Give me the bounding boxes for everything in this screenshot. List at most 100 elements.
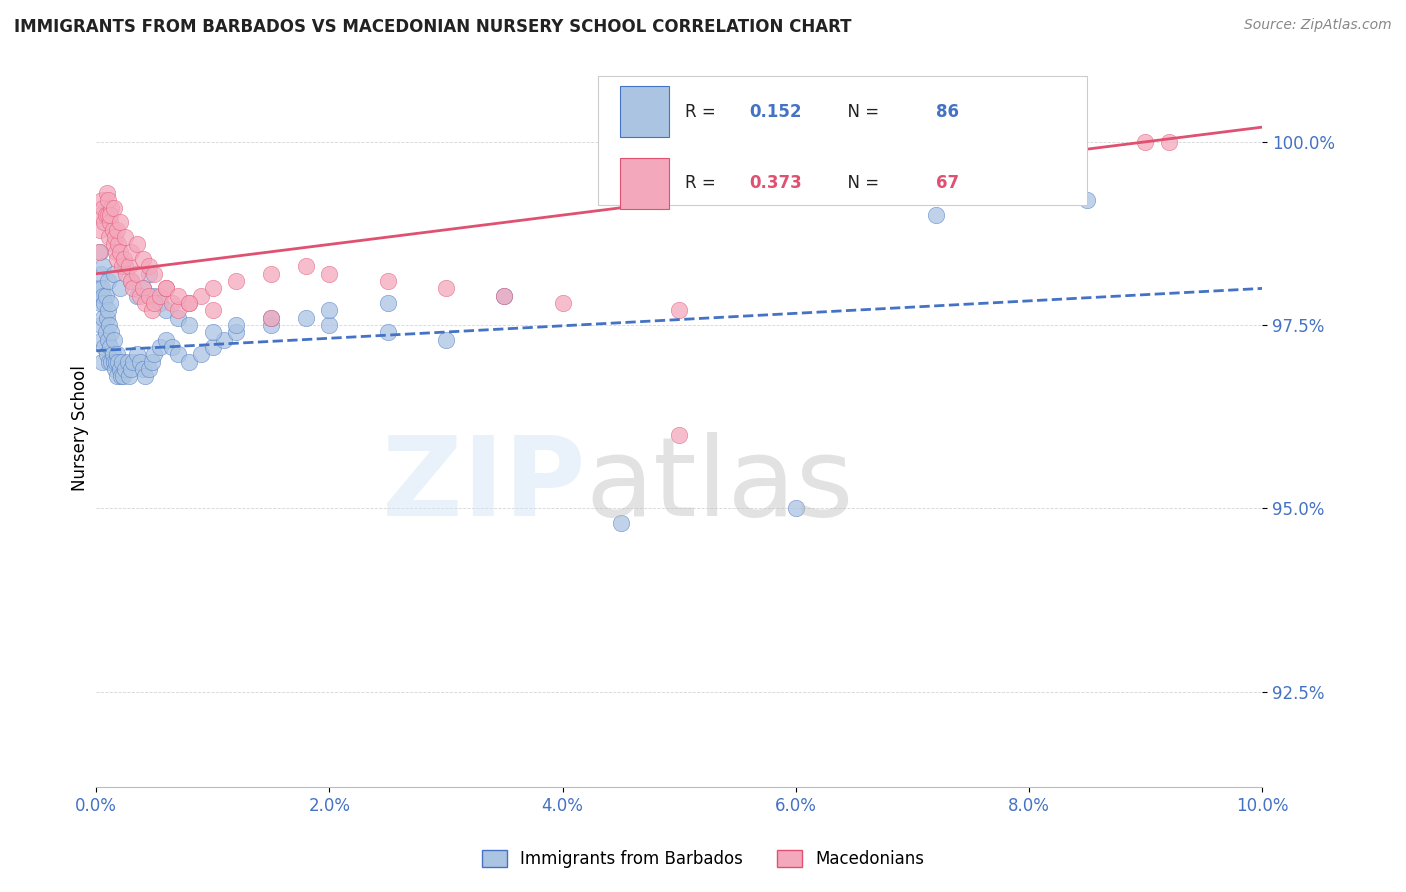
Point	[155, 281, 177, 295]
Point	[94, 326, 117, 340]
Point	[103, 201, 125, 215]
Point	[110, 369, 132, 384]
Point	[494, 289, 516, 303]
Point	[97, 303, 120, 318]
Text: Source: ZipAtlas.com: Source: ZipAtlas.com	[1244, 18, 1392, 32]
Point	[100, 326, 122, 340]
Point	[100, 355, 122, 369]
Point	[118, 369, 141, 384]
Point	[377, 326, 399, 340]
Point	[201, 281, 224, 295]
Point	[785, 501, 807, 516]
Text: ZIP: ZIP	[382, 432, 586, 539]
Point	[295, 310, 318, 325]
Point	[122, 355, 145, 369]
Point	[260, 267, 283, 281]
Text: IMMIGRANTS FROM BARBADOS VS MACEDONIAN NURSERY SCHOOL CORRELATION CHART: IMMIGRANTS FROM BARBADOS VS MACEDONIAN N…	[14, 18, 852, 36]
Point	[90, 318, 112, 332]
Point	[118, 260, 141, 274]
Point	[260, 310, 283, 325]
Point	[166, 303, 188, 318]
Point	[93, 215, 115, 229]
Point	[103, 267, 125, 281]
Text: R =: R =	[685, 175, 721, 193]
Point	[201, 340, 224, 354]
Point	[90, 267, 112, 281]
Point	[138, 267, 160, 281]
Point	[132, 362, 155, 376]
Point	[924, 208, 946, 222]
Text: N =: N =	[837, 175, 884, 193]
Point	[190, 347, 212, 361]
Point	[377, 296, 399, 310]
Point	[108, 362, 131, 376]
Point	[149, 289, 172, 303]
Point	[120, 362, 142, 376]
Point	[132, 281, 155, 295]
Point	[295, 260, 318, 274]
Point	[91, 260, 114, 274]
Point	[112, 252, 135, 266]
FancyBboxPatch shape	[598, 76, 1087, 205]
Text: 67: 67	[935, 175, 959, 193]
Point	[111, 369, 134, 384]
Point	[114, 362, 136, 376]
Point	[91, 281, 114, 295]
Point	[105, 244, 128, 259]
Point	[122, 281, 145, 295]
Point	[114, 230, 136, 244]
Point	[190, 289, 212, 303]
Point	[143, 289, 166, 303]
FancyBboxPatch shape	[620, 158, 669, 210]
Point	[668, 428, 690, 442]
Point	[201, 303, 224, 318]
Point	[98, 230, 121, 244]
Point	[125, 347, 148, 361]
Point	[120, 244, 142, 259]
Point	[97, 274, 120, 288]
Point	[105, 223, 128, 237]
Point	[141, 303, 163, 318]
Text: N =: N =	[837, 103, 884, 120]
FancyBboxPatch shape	[620, 86, 669, 137]
Point	[103, 237, 125, 252]
Text: R =: R =	[685, 103, 721, 120]
Point	[141, 355, 163, 369]
Point	[377, 274, 399, 288]
Point	[87, 244, 110, 259]
Point	[101, 347, 124, 361]
Point	[96, 310, 118, 325]
Point	[105, 369, 128, 384]
Point	[668, 303, 690, 318]
Point	[108, 215, 131, 229]
Point	[138, 260, 160, 274]
Point	[155, 303, 177, 318]
Point	[179, 318, 201, 332]
Point	[125, 289, 148, 303]
Point	[103, 333, 125, 347]
Point	[111, 260, 134, 274]
Point	[105, 355, 128, 369]
Point	[125, 267, 148, 281]
Point	[90, 208, 112, 222]
Point	[166, 347, 188, 361]
Point	[434, 333, 457, 347]
Point	[179, 296, 201, 310]
Point	[91, 333, 114, 347]
Point	[143, 267, 166, 281]
Point	[551, 296, 574, 310]
Point	[89, 244, 111, 259]
Point	[260, 318, 283, 332]
Point	[107, 355, 129, 369]
Point	[179, 355, 201, 369]
Point	[138, 289, 160, 303]
Text: atlas: atlas	[586, 432, 855, 539]
Point	[225, 318, 247, 332]
Point	[114, 260, 136, 274]
Point	[117, 355, 139, 369]
Point	[91, 201, 114, 215]
Point	[166, 310, 188, 325]
Point	[94, 208, 117, 222]
Point	[120, 274, 142, 288]
Point	[179, 296, 201, 310]
